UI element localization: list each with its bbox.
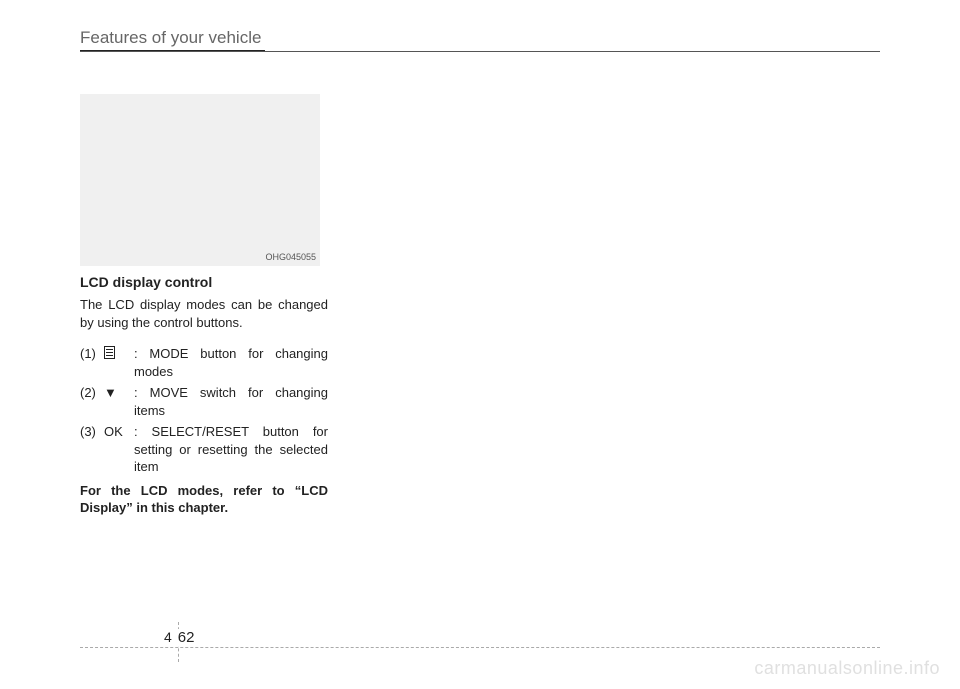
note-text: For the LCD modes, refer to “LCD Display…	[80, 482, 328, 517]
footer: 4 62	[80, 647, 880, 648]
footer-dashed-line	[80, 647, 880, 648]
controls-list: (1) : MODE button for changing modes (2)…	[80, 345, 328, 476]
item-desc: : MOVE switch for changing items	[134, 384, 328, 419]
item-number: (2)	[80, 384, 104, 419]
page-number: 62	[178, 629, 195, 646]
watermark: carmanualsonline.info	[754, 658, 940, 679]
down-triangle-icon: ▼	[104, 384, 134, 419]
item-desc: : SELECT/RESET button for setting or res…	[134, 423, 328, 476]
header: Features of your vehicle	[80, 28, 880, 52]
item-desc: : MODE button for changing modes	[134, 345, 328, 380]
item-number: (1)	[80, 345, 104, 380]
list-item: (3) OK : SELECT/RESET button for setting…	[80, 423, 328, 476]
list-item: (1) : MODE button for changing modes	[80, 345, 328, 380]
section-title: Features of your vehicle	[80, 28, 880, 50]
ok-label: OK	[104, 423, 134, 476]
header-rule	[80, 51, 880, 52]
page-container: Features of your vehicle OHG045055 LCD d…	[80, 28, 880, 648]
chapter-number: 4	[164, 629, 172, 645]
item-number: (3)	[80, 423, 104, 476]
subheading: LCD display control	[80, 274, 328, 290]
page-number-wrap: 4 62	[160, 629, 198, 646]
content-column: OHG045055 LCD display control The LCD di…	[80, 94, 328, 517]
intro-text: The LCD display modes can be changed by …	[80, 296, 328, 331]
figure-placeholder: OHG045055	[80, 94, 320, 266]
mode-icon	[104, 345, 134, 380]
figure-code: OHG045055	[265, 252, 316, 262]
list-item: (2) ▼ : MOVE switch for changing items	[80, 384, 328, 419]
